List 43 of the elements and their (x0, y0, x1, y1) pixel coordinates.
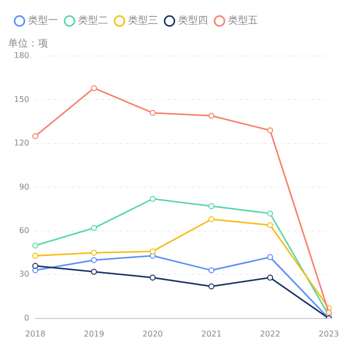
y-tick-label: 90 (19, 182, 30, 192)
point (267, 210, 274, 216)
point (90, 268, 97, 275)
point (267, 274, 274, 281)
y-tick-label: 30 (19, 270, 30, 279)
point (208, 267, 214, 274)
point (90, 85, 97, 92)
x-tick-label: 2019 (84, 329, 104, 338)
point (150, 274, 156, 281)
point (267, 127, 274, 134)
y-tick-label: 180 (14, 51, 30, 60)
point (208, 216, 214, 222)
legend-label: 类型一 (28, 14, 58, 27)
point (32, 252, 38, 259)
point (326, 310, 332, 316)
point (150, 110, 156, 116)
point (32, 242, 38, 249)
y-tick-label: 120 (14, 138, 30, 148)
point (267, 254, 274, 260)
y-tick-label: 150 (14, 94, 30, 104)
point (150, 196, 156, 202)
legend-label: 类型三 (128, 14, 158, 27)
y-axis-title: 单位：项 (8, 38, 48, 50)
point (208, 112, 214, 119)
point (90, 225, 97, 232)
x-tick-label: 2018 (25, 329, 46, 338)
legend-label: 类型二 (78, 14, 108, 27)
point (208, 203, 214, 210)
x-tick-label: 2023 (318, 329, 339, 338)
x-tick-label: 2022 (260, 329, 280, 338)
point (32, 262, 38, 269)
point (208, 283, 214, 290)
point (150, 248, 156, 254)
point (32, 133, 38, 140)
y-tick-label: 60 (19, 226, 30, 236)
x-tick-label: 2020 (142, 329, 163, 338)
y-tick-label: 0 (24, 313, 30, 322)
legend-label: 类型五 (228, 14, 258, 27)
point (90, 257, 97, 264)
point (90, 250, 97, 256)
x-tick-label: 2021 (201, 329, 222, 338)
legend-label: 类型四 (178, 14, 208, 27)
point (267, 222, 274, 228)
